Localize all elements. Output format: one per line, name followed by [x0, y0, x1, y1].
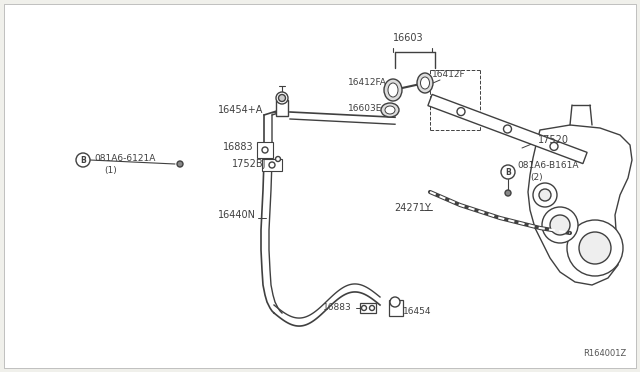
Ellipse shape: [420, 77, 429, 89]
Circle shape: [76, 153, 90, 167]
Circle shape: [505, 190, 511, 196]
Circle shape: [550, 215, 570, 235]
Text: 081A6-6121A: 081A6-6121A: [94, 154, 156, 163]
Circle shape: [533, 183, 557, 207]
Text: 16440N: 16440N: [218, 210, 256, 220]
FancyBboxPatch shape: [360, 303, 376, 313]
Ellipse shape: [385, 106, 395, 114]
Circle shape: [276, 92, 288, 104]
Ellipse shape: [417, 73, 433, 93]
Circle shape: [278, 94, 285, 102]
FancyBboxPatch shape: [257, 142, 273, 158]
FancyBboxPatch shape: [276, 100, 288, 116]
Text: 16454+A: 16454+A: [218, 105, 264, 115]
Circle shape: [177, 161, 183, 167]
Circle shape: [269, 162, 275, 168]
Text: 16603: 16603: [393, 33, 424, 43]
Circle shape: [504, 125, 511, 133]
Circle shape: [369, 305, 374, 311]
Ellipse shape: [381, 103, 399, 117]
Text: 081A6-B161A: 081A6-B161A: [517, 160, 579, 170]
Circle shape: [362, 305, 367, 311]
Text: 16454: 16454: [403, 308, 431, 317]
Circle shape: [262, 147, 268, 153]
Circle shape: [275, 157, 280, 161]
Circle shape: [501, 165, 515, 179]
Circle shape: [542, 207, 578, 243]
Text: B: B: [505, 167, 511, 176]
Text: 16883: 16883: [223, 142, 253, 152]
Text: B: B: [80, 155, 86, 164]
Text: 16883: 16883: [323, 304, 352, 312]
Ellipse shape: [384, 79, 402, 101]
Text: 16412F: 16412F: [432, 70, 466, 78]
Polygon shape: [528, 125, 632, 285]
FancyBboxPatch shape: [4, 4, 636, 368]
Circle shape: [390, 297, 400, 307]
Text: 16412FA: 16412FA: [348, 77, 387, 87]
Text: 17520: 17520: [538, 135, 569, 145]
Circle shape: [457, 108, 465, 116]
Text: R164001Z: R164001Z: [583, 349, 626, 358]
Text: 24271Y: 24271Y: [394, 203, 431, 213]
Circle shape: [579, 232, 611, 264]
Text: 16603E: 16603E: [348, 103, 382, 112]
FancyBboxPatch shape: [262, 159, 282, 171]
Ellipse shape: [388, 83, 398, 97]
Text: (1): (1): [104, 166, 116, 174]
Circle shape: [539, 189, 551, 201]
Text: 1752BJ: 1752BJ: [232, 159, 266, 169]
Text: (2): (2): [530, 173, 543, 182]
Circle shape: [550, 142, 558, 150]
Polygon shape: [428, 94, 587, 164]
FancyBboxPatch shape: [389, 300, 403, 316]
Circle shape: [567, 220, 623, 276]
